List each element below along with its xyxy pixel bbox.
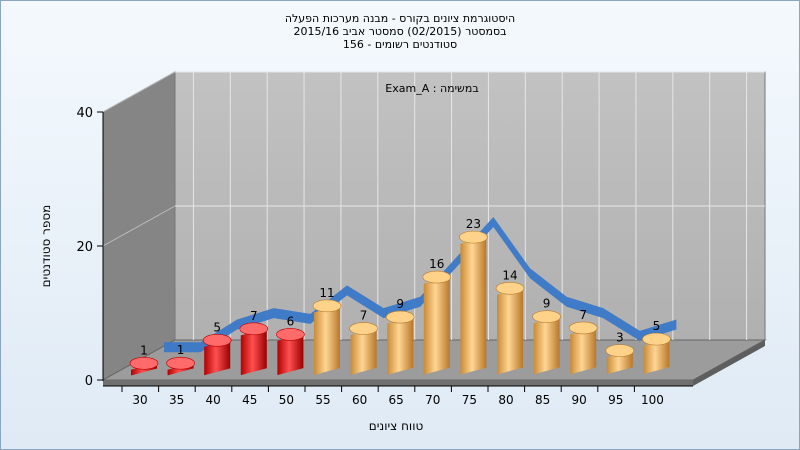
histogram-bar [495, 281, 525, 375]
x-tick-label: 30 [132, 393, 147, 407]
floor-edge [103, 380, 693, 386]
y-tick-label: 20 [76, 240, 93, 255]
x-tick-label: 90 [572, 393, 587, 407]
histogram-bar [385, 310, 415, 375]
y-axis-label: מספר סטודנטים [39, 205, 53, 288]
bar-value-label: 5 [213, 320, 221, 334]
x-ticks: 30 35 40 45 50 55 60 65 70 75 80 85 90 95 100 [103, 385, 693, 407]
chart-title-line-3: סטודנטים רשומים - 156 [342, 38, 458, 51]
histogram-bar [276, 328, 305, 376]
x-tick-label: 95 [608, 393, 623, 407]
bar-value-label: 7 [579, 308, 587, 322]
grid-wall-line [102, 205, 176, 247]
histogram-bar [605, 344, 635, 375]
x-tick-label: 70 [425, 393, 440, 407]
bar-value-label: 23 [466, 217, 481, 231]
x-tick-label: 40 [206, 393, 221, 407]
histogram-bar [239, 322, 269, 376]
x-tick-label: 65 [389, 393, 404, 407]
histogram-bar [312, 299, 342, 375]
bar-value-label: 7 [250, 309, 258, 323]
bar-value-label: 9 [396, 297, 404, 311]
histogram-bar [568, 321, 598, 375]
chart-title-line-1: היסטוגרמת ציונים בקורס - מבנה מערכות הפע… [284, 12, 516, 25]
histogram-bar [349, 322, 378, 375]
histogram-bar [129, 357, 159, 376]
bar-value-label: 5 [653, 319, 661, 333]
histogram-bar [459, 230, 488, 375]
x-tick-label: 60 [352, 393, 367, 407]
chart-subtitle: Exam_A : במשימה [385, 82, 478, 95]
x-tick-label: 50 [279, 393, 294, 407]
x-tick-label: 80 [498, 393, 513, 407]
bar-value-label: 9 [543, 297, 551, 311]
histogram-bar [532, 310, 561, 375]
y-tick-label: 0 [85, 374, 93, 389]
bar-value-label: 6 [287, 314, 295, 328]
x-tick-label: 85 [535, 393, 550, 407]
x-axis-label: טווח ציונים [369, 419, 424, 433]
bar-value-label: 14 [502, 268, 517, 282]
x-tick-label: 75 [462, 393, 477, 407]
histogram-bar [422, 270, 452, 375]
distribution-curve [164, 217, 677, 353]
y-ticks: 0 20 40 [76, 106, 103, 389]
histogram-bar [166, 356, 195, 376]
histogram-bar [642, 332, 671, 375]
grid-wall-line [102, 71, 176, 113]
gridlines [102, 71, 765, 340]
bar-value-label: 1 [177, 343, 185, 357]
bars-group [129, 230, 671, 376]
floor-side [693, 340, 765, 386]
bar-value-label: 3 [616, 331, 624, 345]
y-tick-label: 40 [76, 106, 93, 121]
chart-title-line-2: בסמסטר (02/2015) סמסטר אביב 2015/16 [293, 25, 507, 38]
bar-value-label: 7 [360, 309, 368, 323]
bar-value-label: 16 [429, 257, 444, 271]
x-tick-label: 35 [169, 393, 184, 407]
x-tick-label: 100 [641, 393, 664, 407]
x-tick-label: 55 [315, 393, 330, 407]
histogram-bar [202, 334, 232, 376]
bar-value-label: 1 [140, 343, 148, 357]
x-tick-label: 45 [242, 393, 257, 407]
bar-value-label: 11 [319, 286, 334, 300]
